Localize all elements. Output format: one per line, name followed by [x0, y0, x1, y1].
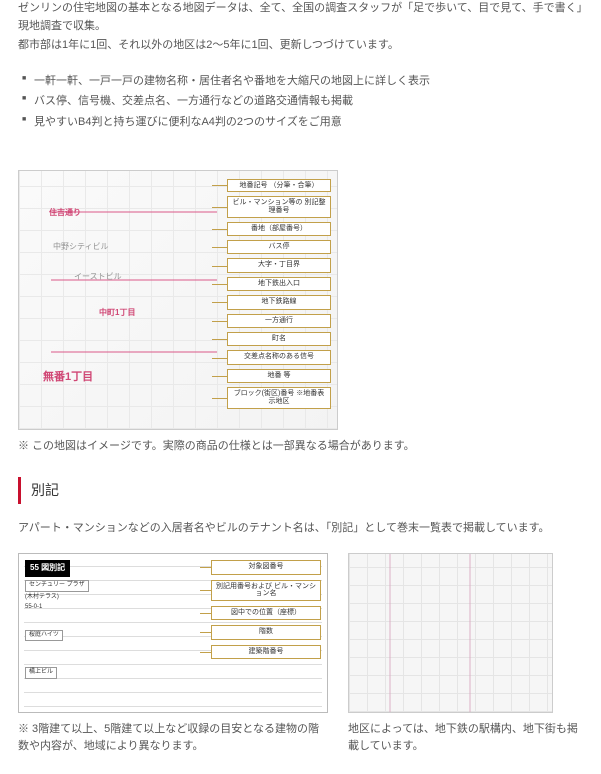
legend-item: 地番記号 （分筆・合筆）: [227, 179, 331, 193]
map-label-bldg-b: イーストビル: [74, 271, 122, 284]
legend-item: 町名: [227, 332, 331, 346]
bekki-entry: 55-0-1: [25, 604, 42, 612]
bekki-left-entries: センチュリー プラザ (木村テラス) 55-0-1 桜庭ハイツ 橘上ビル: [25, 580, 195, 681]
legend-item: 対象図番号: [211, 560, 321, 574]
legend-item: ビル・マンション等の 別記整理番号: [227, 196, 331, 217]
map-label-bldg-a: 中野シティビル: [53, 241, 109, 254]
legend-item: バス停: [227, 240, 331, 254]
intro-line-2: 都市部は1年に1回、それ以外の地区は2～5年に1回、更新しつづけています。: [18, 37, 583, 55]
subway-background: [349, 554, 552, 712]
legend-item: 図中での位置（座標）: [211, 606, 321, 620]
footnote-left: ※ 3階建て以上、5階建て以上など収録の目安となる建物の階数や内容が、地域により…: [18, 721, 328, 754]
map-section: 住吉通り 中野シティビル イーストビル 中町1丁目 無番1丁目 地番記号 （分筆…: [18, 170, 583, 456]
lower-left-column: 55 図別記 センチュリー プラザ (木村テラス) 55-0-1 桜庭ハイツ 橘…: [18, 553, 328, 754]
intro-text: ゼンリンの住宅地図の基本となる地図データは、全て、全国の調査スタッフが「足で歩い…: [18, 0, 583, 55]
bekki-legend-column: 対象図番号 別記用番号および ビル・マンション名 図中での位置（座標） 階数 建…: [211, 560, 321, 659]
legend-item: 大字・丁目界: [227, 258, 331, 272]
lower-right-column: 地区によっては、地下鉄の駅構内、地下街も掲載しています。: [348, 553, 583, 754]
map-label-street: 住吉通り: [49, 207, 81, 220]
footnote-right: 地区によっては、地下鉄の駅構内、地下街も掲載しています。: [348, 721, 583, 754]
subway-sample-image: [348, 553, 553, 713]
feature-item: バス停、信号機、交差点名、一方通行などの道路交通情報も掲載: [22, 93, 583, 111]
feature-item: 見やすいB4判と持ち運びに便利なA4判の2つのサイズをご用意: [22, 114, 583, 132]
bekki-entry: 桜庭ハイツ: [25, 630, 63, 642]
legend-item: 地下鉄出入口: [227, 277, 331, 291]
legend-item: 建築階番号: [211, 645, 321, 659]
bekki-entry: センチュリー プラザ: [25, 580, 89, 592]
sample-map-image: 住吉通り 中野シティビル イーストビル 中町1丁目 無番1丁目 地番記号 （分筆…: [18, 170, 338, 430]
legend-item: ブロック(街区)番号 ※地番表示地区: [227, 387, 331, 408]
legend-item: 別記用番号および ビル・マンション名: [211, 580, 321, 601]
legend-item: 一方通行: [227, 314, 331, 328]
lower-figures-row: 55 図別記 センチュリー プラザ (木村テラス) 55-0-1 桜庭ハイツ 橘…: [18, 553, 583, 754]
feature-item: 一軒一軒、一戸一戸の建物名称・居住者名や番地を大縮尺の地図上に詳しく表示: [22, 73, 583, 91]
legend-item: 交差点名称のある信号: [227, 350, 331, 364]
intro-line-1: ゼンリンの住宅地図の基本となる地図データは、全て、全国の調査スタッフが「足で歩い…: [18, 0, 583, 35]
bekki-figure-header: 55 図別記: [25, 560, 70, 577]
map-label-chome-small: 中町1丁目: [99, 307, 135, 320]
feature-list: 一軒一軒、一戸一戸の建物名称・居住者名や番地を大縮尺の地図上に詳しく表示 バス停…: [18, 73, 583, 132]
legend-item: 地下鉄路線: [227, 295, 331, 309]
legend-item: 番地（部屋番号）: [227, 222, 331, 236]
map-legend-column: 地番記号 （分筆・合筆） ビル・マンション等の 別記整理番号 番地（部屋番号） …: [227, 179, 331, 409]
section-heading-bekki: 別記: [18, 477, 583, 503]
bekki-entry: 橘上ビル: [25, 667, 57, 679]
bekki-intro-text: アパート・マンションなどの入居者名やビルのテナント名は、「別記」として巻末一覧表…: [18, 520, 583, 538]
bekki-sample-image: 55 図別記 センチュリー プラザ (木村テラス) 55-0-1 桜庭ハイツ 橘…: [18, 553, 328, 713]
map-caption: ※ この地図はイメージです。実際の商品の仕様とは一部異なる場合があります。: [18, 438, 583, 456]
bekki-entry: (木村テラス): [25, 594, 59, 602]
legend-item: 階数: [211, 625, 321, 639]
map-label-chome-large: 無番1丁目: [43, 369, 93, 387]
legend-item: 地番 等: [227, 369, 331, 383]
